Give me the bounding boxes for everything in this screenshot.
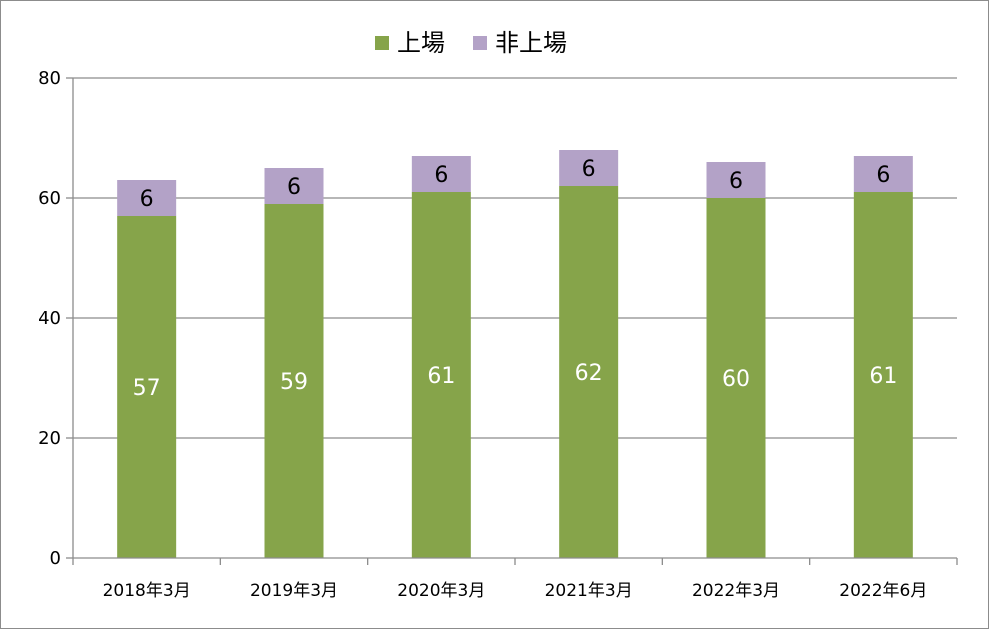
legend-label-unlisted: 非上場 (495, 29, 567, 57)
data-label-listed-2: 61 (427, 364, 455, 389)
bar-unlisted-3 (559, 150, 619, 186)
bar-unlisted-2 (411, 156, 471, 192)
x-tick-label-3: 2021年3月 (545, 581, 633, 601)
y-tick-label-80: 80 (38, 68, 61, 89)
x-tick-label-5: 2022年6月 (839, 581, 927, 601)
x-tick-label-0: 2018年3月 (103, 581, 191, 601)
y-tick-label-40: 40 (38, 308, 61, 329)
bar-unlisted-0 (117, 180, 177, 216)
bar-unlisted-4 (706, 162, 766, 198)
legend-swatch-unlisted (473, 36, 487, 50)
bar-listed-5 (853, 192, 913, 558)
data-labels: 57 6 59 6 61 6 62 6 60 6 61 6 (133, 157, 898, 401)
data-label-unlisted-4: 6 (729, 169, 743, 194)
data-label-listed-0: 57 (133, 376, 161, 401)
data-label-listed-4: 60 (722, 367, 750, 392)
bars (117, 150, 913, 558)
legend: 上場 非上場 (375, 29, 567, 57)
data-label-listed-1: 59 (280, 370, 308, 395)
bar-listed-3 (559, 186, 619, 558)
data-label-listed-3: 62 (575, 361, 603, 386)
x-tick-label-2: 2020年3月 (397, 581, 485, 601)
bar-listed-4 (706, 198, 766, 558)
data-label-unlisted-5: 6 (876, 163, 890, 188)
data-label-unlisted-3: 6 (582, 157, 596, 182)
y-tick-label-20: 20 (38, 428, 61, 449)
data-label-listed-5: 61 (869, 364, 897, 389)
data-label-unlisted-1: 6 (287, 175, 301, 200)
data-label-unlisted-2: 6 (434, 163, 448, 188)
data-label-unlisted-0: 6 (140, 187, 154, 212)
bar-listed-2 (411, 192, 471, 558)
gridlines (73, 77, 957, 439)
bar-unlisted-1 (264, 168, 324, 204)
y-tick-label-60: 60 (38, 188, 61, 209)
x-tick-label-4: 2022年3月 (692, 581, 780, 601)
x-tick-label-1: 2019年3月 (250, 581, 338, 601)
legend-swatch-listed (375, 36, 389, 50)
axes: 0 20 40 60 80 2018年3月 2019年3月 2020年3月 2021年3月 202… (38, 68, 958, 601)
bar-listed-0 (117, 216, 177, 558)
bar-unlisted-5 (853, 156, 913, 192)
bar-listed-1 (264, 204, 324, 558)
legend-label-listed: 上場 (397, 29, 445, 57)
y-tick-label-0: 0 (50, 548, 61, 569)
